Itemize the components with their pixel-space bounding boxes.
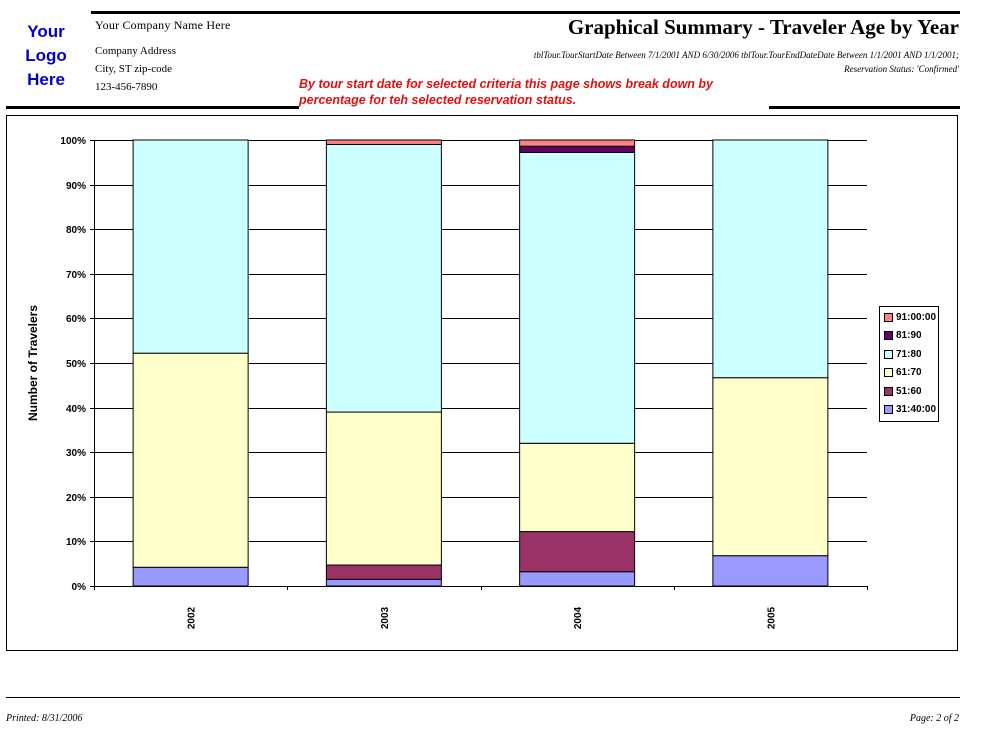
x-tick-label: 2004	[573, 606, 584, 629]
y-tick-label: 60%	[66, 314, 86, 325]
bar-segment	[325, 578, 442, 587]
x-tick-label: 2002	[187, 606, 198, 629]
bar-segment	[519, 145, 636, 153]
legend-label: 81:90	[896, 330, 922, 341]
company-logo: Your Logo Here	[14, 20, 78, 92]
criteria-line-2: Reservation Status: 'Confirmed'	[844, 64, 959, 74]
company-address: Company Address	[95, 45, 176, 57]
y-axis-label: Number of Travelers	[26, 305, 40, 421]
y-tick-label: 50%	[66, 359, 86, 370]
bar-segment	[132, 352, 249, 568]
criteria-line-1: tblTour.TourStartDate Between 7/1/2001 A…	[533, 50, 959, 60]
report-note: By tour start date for selected criteria…	[299, 76, 769, 112]
y-tick-label: 40%	[66, 404, 86, 415]
legend-item: 31:40:00	[884, 404, 936, 416]
bar-segment	[519, 442, 636, 533]
legend-label: 31:40:00	[896, 404, 937, 415]
legend-swatch	[884, 386, 893, 396]
printed-date: Printed: 8/31/2006	[6, 713, 83, 724]
legend-swatch	[884, 368, 893, 377]
y-tick-label: 70%	[66, 270, 86, 281]
bar-segment	[325, 139, 442, 145]
legend-swatch	[884, 405, 893, 414]
company-name: Your Company Name Here	[95, 18, 231, 32]
bar-segment	[325, 564, 442, 580]
legend-swatch	[884, 331, 893, 340]
y-tick-label: 20%	[66, 493, 86, 504]
company-city: City, ST zip-code	[95, 63, 172, 75]
y-tick-label: 90%	[66, 181, 86, 192]
bar-segment	[325, 143, 442, 413]
bar-segment	[132, 566, 249, 587]
legend-swatch	[884, 349, 893, 359]
footer-rule	[6, 697, 960, 698]
legend-item: 81:90	[884, 330, 922, 342]
x-tick-label: 2005	[766, 606, 777, 629]
page-number: Page: 2 of 2	[909, 713, 959, 724]
legend-item: 61:70	[884, 367, 922, 379]
logo-line: Here	[27, 70, 65, 89]
chart-legend: 91:00:00 81:90 71:80 61:70 51:60 31:40:00	[879, 306, 939, 422]
logo-line: Your	[27, 22, 65, 41]
bar-segment	[712, 377, 829, 557]
header-top-rule	[91, 11, 960, 14]
y-tick-label: 100%	[60, 136, 86, 147]
chart-area: 0% 10% 20% 30% 40% 50% 60% 70% 80% 90% 100% 2002 200…	[6, 115, 958, 651]
legend-item: 71:80	[884, 348, 922, 360]
legend-item: 51:60	[884, 385, 922, 397]
legend-swatch	[884, 312, 893, 322]
bar-segment	[325, 411, 442, 566]
legend-label: 61:70	[896, 367, 922, 378]
legend-label: 51:60	[896, 385, 922, 397]
legend-item: 91:00:00	[884, 311, 936, 323]
bar-segment	[519, 571, 636, 587]
bar-segment	[519, 151, 636, 444]
company-phone: 123-456-7890	[95, 81, 158, 93]
bar-segment	[712, 555, 829, 587]
header-bottom-rule-right	[763, 106, 960, 109]
bar-segment	[132, 139, 249, 354]
bar-segment	[519, 531, 636, 573]
y-tick-label: 10%	[66, 537, 86, 548]
legend-label: 91:00:00	[896, 311, 937, 323]
x-tick-label: 2003	[380, 606, 391, 629]
y-tick-label: 0%	[72, 582, 87, 593]
bar-segment	[712, 139, 829, 379]
logo-line: Logo	[25, 46, 67, 65]
y-tick-label: 80%	[66, 225, 86, 236]
stacked-bar-chart: 0% 10% 20% 30% 40% 50% 60% 70% 80% 90% 100% 2002 200…	[26, 136, 868, 629]
y-tick-label: 30%	[66, 448, 86, 459]
header-bottom-rule-left	[6, 106, 299, 109]
bar-segment	[519, 139, 636, 147]
legend-label: 71:80	[896, 348, 922, 360]
report-title: Graphical Summary - Traveler Age by Year	[567, 15, 959, 39]
